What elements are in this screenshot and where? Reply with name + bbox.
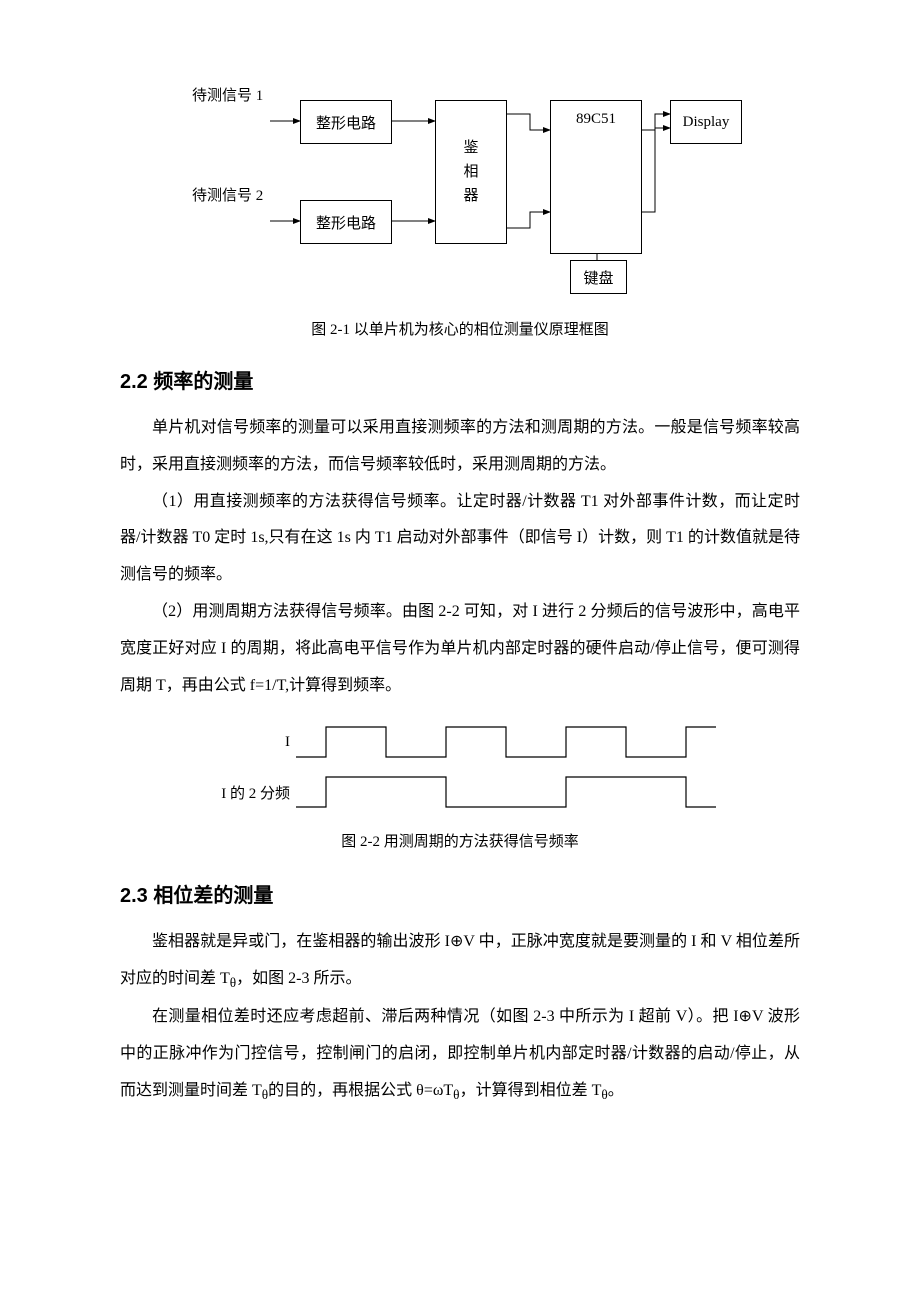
wave-div2-svg — [296, 772, 716, 812]
figure-2-2: I I 的 2 分频 — [200, 722, 720, 812]
section-2-2-heading: 2.2 频率的测量 — [120, 365, 800, 394]
figure-2-1-caption: 图 2-1 以单片机为核心的相位测量仪原理框图 — [120, 318, 800, 339]
phase-detector-box: 鉴 相 器 — [435, 100, 507, 244]
wave-i-svg — [296, 722, 716, 762]
keyboard-box: 键盘 — [570, 260, 627, 294]
p5b: 的目的，再根据公式 θ=ωT — [268, 1082, 453, 1099]
shaper1-box: 整形电路 — [300, 100, 392, 144]
para-2-3-a: 鉴相器就是异或门，在鉴相器的输出波形 I⊕V 中，正脉冲宽度就是要测量的 I 和… — [120, 924, 800, 999]
wave-div2-label: I 的 2 分频 — [200, 782, 296, 803]
p5c: ，计算得到相位差 T — [460, 1082, 602, 1099]
signal2-label: 待测信号 2 — [192, 184, 263, 205]
xor-symbol: ⊕ — [450, 933, 463, 950]
shaper2-box: 整形电路 — [300, 200, 392, 244]
wave-i-label: I — [200, 734, 296, 751]
p4c: ，如图 2-3 所示。 — [236, 970, 361, 987]
para-2-2-item2: （2）用测周期方法获得信号频率。由图 2-2 可知，对 I 进行 2 分频后的信… — [120, 594, 800, 704]
display-box: Display — [670, 100, 742, 144]
signal1-label: 待测信号 1 — [192, 84, 263, 105]
figure-2-2-caption: 图 2-2 用测周期的方法获得信号频率 — [120, 830, 800, 851]
para-2-2-item1: （1）用直接测频率的方法获得信号频率。让定时器/计数器 T1 对外部事件计数，而… — [120, 484, 800, 594]
para-2-3-b: 在测量相位差时还应考虑超前、滞后两种情况（如图 2-3 中所示为 I 超前 V）… — [120, 999, 800, 1110]
para-2-2-intro: 单片机对信号频率的测量可以采用直接测频率的方法和测周期的方法。一般是信号频率较高… — [120, 410, 800, 484]
figure-2-1: 待测信号 1 待测信号 2 整形电路 整形电路 鉴 相 器 89C51 Disp… — [180, 80, 740, 300]
section-2-3-heading: 2.3 相位差的测量 — [120, 879, 800, 908]
p4a: 鉴相器就是异或门，在鉴相器的输出波形 I — [152, 933, 450, 950]
mcu-box: 89C51 — [550, 100, 642, 254]
p5d: 。 — [608, 1082, 624, 1099]
